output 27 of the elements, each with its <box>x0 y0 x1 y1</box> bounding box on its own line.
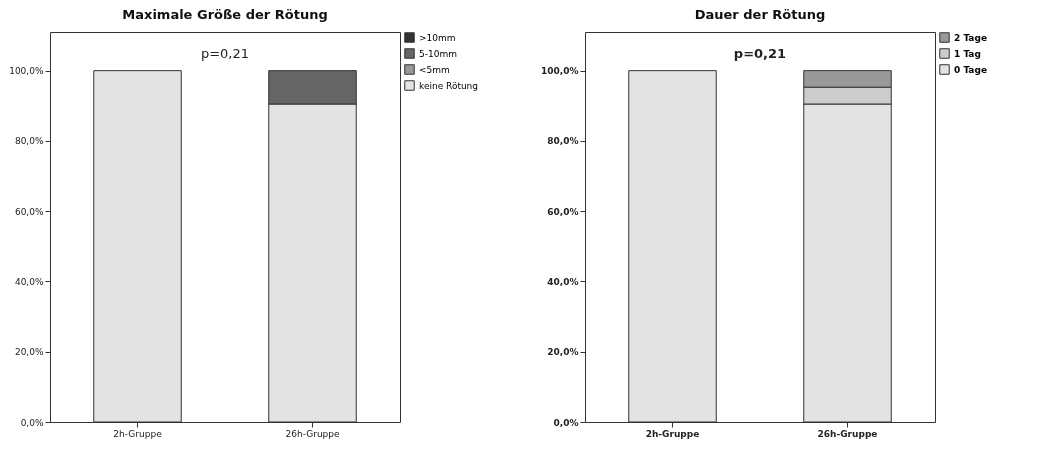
x-tick-label: 2h-Gruppe <box>113 428 163 439</box>
legend-label: 2 Tage <box>954 32 987 43</box>
chart-title: Dauer der Rötung <box>694 7 826 22</box>
y-tick-label: 80,0% <box>14 136 44 147</box>
y-tick-label: 100,0% <box>9 66 44 77</box>
x-tick-label: 2h-Gruppe <box>645 428 700 439</box>
annotation: p=0,21 <box>733 46 787 61</box>
y-tick-label: 0,0% <box>20 417 44 428</box>
y-tick-label: 20,0% <box>547 347 579 358</box>
y-tick-label: 20,0% <box>14 347 44 358</box>
y-tick-label: 0,0% <box>553 417 579 428</box>
y-tick-label: 60,0% <box>547 206 579 217</box>
annotation: p=0,21 <box>200 46 250 61</box>
y-tick-label: 60,0% <box>14 206 44 217</box>
legend-label: <5mm <box>419 64 450 75</box>
y-tick-label: 100,0% <box>541 66 579 77</box>
y-tick-label: 80,0% <box>547 136 579 147</box>
y-tick-label: 40,0% <box>547 276 579 287</box>
legend-label: 0 Tage <box>954 64 987 75</box>
x-tick-label: 26h-Gruppe <box>285 428 340 439</box>
x-tick-label: 26h-Gruppe <box>817 428 878 439</box>
legend-label: keine Rötung <box>419 80 479 91</box>
legend-label: 5-10mm <box>419 48 457 59</box>
legend-label: 1 Tag <box>954 48 981 59</box>
y-tick-label: 40,0% <box>14 276 44 287</box>
chart-title: Maximale Größe der Rötung <box>122 7 328 22</box>
legend-label: >10mm <box>419 32 456 43</box>
